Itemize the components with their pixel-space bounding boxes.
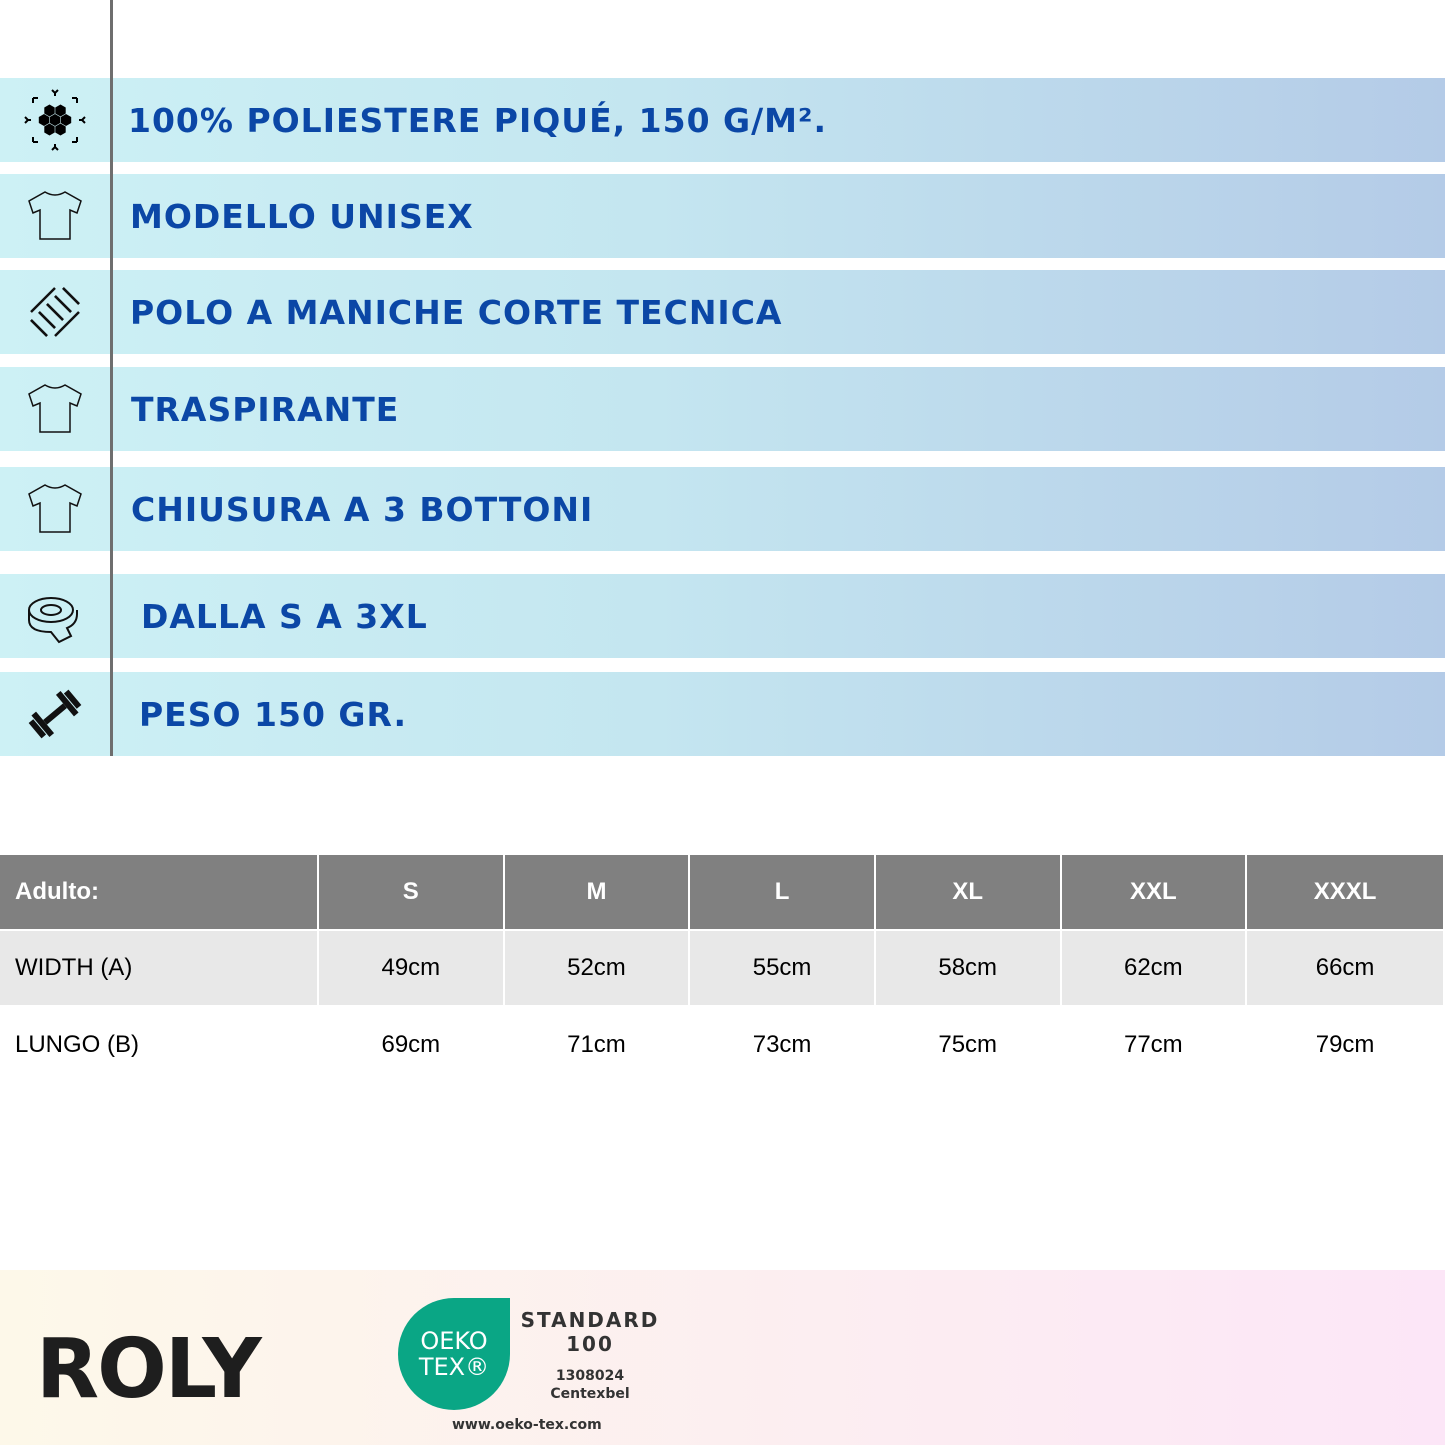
cell: 66cm — [1246, 930, 1445, 1007]
cell: 75cm — [874, 1006, 1062, 1082]
feature-label: Polo a maniche corte tecnica — [130, 292, 783, 332]
cell: LUNGO (B) — [0, 1006, 319, 1082]
header-cell: XXXL — [1246, 855, 1445, 931]
fabric-hexagon-icon — [0, 87, 110, 153]
oeko-tex-logo: OEKO TEX® — [398, 1298, 510, 1410]
feature-label: Dalla S a 3XL — [141, 596, 428, 636]
header-cell: XL — [874, 855, 1062, 931]
tshirt-icon — [0, 189, 110, 243]
dumbbell-icon — [0, 686, 110, 742]
cell: 71cm — [503, 1006, 691, 1082]
standard-number: 100 — [566, 1332, 614, 1356]
cell: 52cm — [503, 930, 691, 1007]
cell: 55cm — [689, 930, 876, 1007]
standard-block: STANDARD 100 1308024 Centexbel — [520, 1308, 660, 1402]
table-row: LUNGO (B) 69cm 71cm 73cm 75cm 77cm 79cm — [0, 1006, 1445, 1082]
feature-label: Traspirante — [131, 389, 400, 429]
cell: 79cm — [1246, 1006, 1445, 1082]
feature-label: Peso 150 gr. — [139, 694, 408, 734]
cell: 58cm — [874, 930, 1062, 1007]
tshirt-icon — [0, 482, 110, 536]
cell: 49cm — [318, 930, 505, 1007]
institute: Centexbel — [550, 1386, 630, 1402]
feature-row: Modello Unisex — [0, 174, 1445, 258]
roly-logo: ROLY — [36, 1322, 262, 1417]
cert-number: 1308024 — [555, 1368, 625, 1384]
divider-line — [110, 0, 113, 756]
header-cell: S — [318, 855, 505, 931]
feature-row: Chiusura a 3 bottoni — [0, 467, 1445, 551]
measuring-tape-icon — [0, 586, 110, 646]
feature-row: Dalla S a 3XL — [0, 574, 1445, 658]
feature-label: Chiusura a 3 bottoni — [131, 489, 594, 529]
weave-pattern-icon — [0, 282, 110, 342]
oeko-tex-url: www.oeko-tex.com — [452, 1417, 602, 1433]
feature-row: Polo a maniche corte tecnica — [0, 270, 1445, 354]
cell: WIDTH (A) — [0, 930, 319, 1007]
cell: 73cm — [689, 1006, 876, 1082]
header-cell: Adulto: — [0, 855, 319, 931]
oeko-line: OEKO — [420, 1327, 488, 1355]
size-table: Adulto: S M L XL XXL XXXL WIDTH (A) 49cm… — [0, 855, 1445, 1082]
feature-label: 100% Poliestere Piqué, 150 g/m². — [128, 100, 828, 140]
feature-row: Traspirante — [0, 367, 1445, 451]
feature-row: Peso 150 gr. — [0, 672, 1445, 756]
feature-label: Modello Unisex — [130, 196, 474, 236]
standard-label: STANDARD — [520, 1308, 660, 1332]
footer-logos — [0, 1270, 1445, 1445]
header-cell: XXL — [1060, 855, 1248, 931]
feature-row: 100% Poliestere Piqué, 150 g/m². — [0, 78, 1445, 162]
tex-line: TEX® — [418, 1353, 490, 1381]
table-row: WIDTH (A) 49cm 52cm 55cm 58cm 62cm 66cm — [0, 930, 1445, 1007]
cell: 77cm — [1060, 1006, 1248, 1082]
cell: 62cm — [1060, 930, 1248, 1007]
tshirt-icon — [0, 382, 110, 436]
cell: 69cm — [318, 1006, 505, 1082]
header-cell: M — [503, 855, 691, 931]
table-header-row: Adulto: S M L XL XXL XXXL — [0, 855, 1445, 931]
header-cell: L — [689, 855, 876, 931]
